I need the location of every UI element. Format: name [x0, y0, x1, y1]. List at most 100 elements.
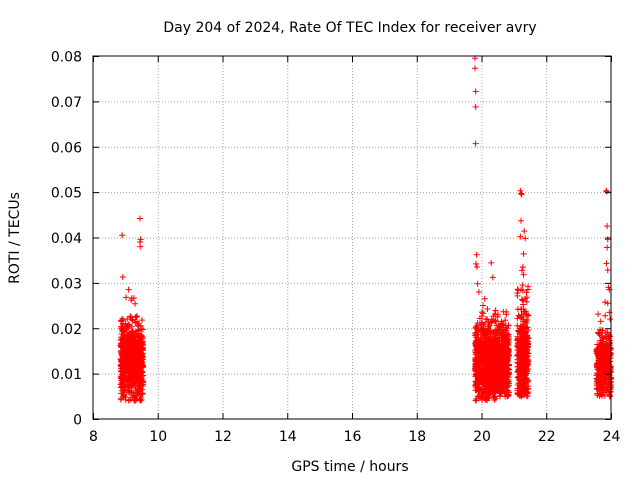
data-point	[602, 299, 609, 306]
data-point	[473, 251, 480, 258]
data-point	[476, 384, 483, 391]
data-point	[521, 228, 528, 235]
data-point	[480, 390, 487, 397]
data-point	[487, 328, 494, 335]
data-point	[131, 343, 138, 350]
data-point	[482, 316, 489, 323]
data-point	[500, 387, 507, 394]
data-point	[474, 280, 481, 287]
data-point	[488, 364, 495, 371]
data-point	[133, 396, 140, 403]
data-point	[136, 215, 143, 222]
data-point	[488, 259, 495, 266]
data-point	[479, 344, 486, 351]
data-point	[487, 361, 494, 368]
data-point	[129, 348, 136, 355]
data-point	[476, 337, 483, 344]
y-axis-label: ROTI / TECUs	[7, 192, 23, 284]
data-point	[132, 368, 139, 375]
data-point	[519, 263, 526, 270]
data-point	[472, 88, 479, 95]
data-point	[117, 356, 124, 363]
data-point	[487, 333, 494, 340]
x-tick-label: 24	[603, 429, 621, 445]
y-tick-label: 0.03	[51, 276, 82, 292]
data-point	[482, 330, 489, 337]
data-point	[481, 295, 488, 302]
data-point	[129, 317, 136, 324]
data-point	[488, 372, 495, 379]
data-point	[122, 334, 129, 341]
x-tick-label: 18	[408, 429, 426, 445]
data-point	[490, 313, 497, 320]
data-point	[480, 302, 487, 309]
data-point	[132, 394, 139, 401]
data-point	[129, 376, 136, 383]
data-point	[595, 311, 602, 318]
data-point	[505, 382, 512, 389]
chart-title: Day 204 of 2024, Rate Of TEC Index for r…	[163, 20, 536, 36]
y-tick-label: 0.02	[51, 322, 82, 338]
data-point	[490, 337, 497, 344]
data-point	[473, 396, 480, 403]
data-point	[119, 232, 126, 239]
data-point	[497, 359, 504, 366]
data-point	[479, 326, 486, 333]
data-point	[604, 236, 611, 243]
data-point	[603, 260, 610, 267]
data-point	[133, 313, 140, 320]
data-point	[472, 359, 479, 366]
x-axis-label: GPS time / hours	[291, 459, 408, 475]
data-point	[491, 330, 498, 337]
data-point	[480, 356, 487, 363]
data-point	[496, 376, 503, 383]
data-point	[485, 319, 492, 326]
data-point	[500, 366, 507, 373]
data-point	[520, 250, 527, 257]
data-point	[472, 332, 479, 339]
data-point	[118, 343, 125, 350]
data-point	[505, 372, 512, 379]
y-tick-labels: 0 0.01 0.02 0.03 0.04 0.05 0.06 0.07 0.08	[51, 50, 82, 429]
data-point	[479, 310, 486, 317]
data-point	[514, 292, 521, 299]
data-point	[138, 347, 145, 354]
data-point	[117, 381, 124, 388]
x-tick-label: 22	[538, 429, 556, 445]
data-point	[472, 103, 479, 110]
data-point	[477, 359, 484, 366]
data-point	[478, 327, 485, 334]
data-point	[497, 350, 504, 357]
data-point	[505, 322, 512, 329]
data-point	[483, 384, 490, 391]
data-point	[119, 351, 126, 358]
data-point	[489, 274, 496, 281]
data-point	[478, 321, 485, 328]
data-point	[475, 288, 482, 295]
data-point	[494, 342, 501, 349]
data-point	[604, 300, 611, 307]
data-point	[503, 330, 510, 337]
data-point	[504, 325, 511, 332]
y-tick-label: 0.08	[51, 50, 82, 66]
data-point	[504, 358, 511, 365]
data-point	[503, 311, 510, 318]
data-point	[136, 380, 143, 387]
data-point	[134, 376, 141, 383]
data-point	[505, 371, 512, 378]
data-point	[474, 320, 481, 327]
y-tick-label: 0.04	[51, 231, 82, 247]
data-point	[517, 190, 524, 197]
y-tick-label: 0.05	[51, 186, 82, 202]
data-point	[130, 343, 137, 350]
data-point	[474, 363, 481, 370]
data-point	[505, 352, 512, 359]
data-point	[502, 351, 509, 358]
data-point	[498, 371, 505, 378]
data-point	[476, 315, 483, 322]
data-point	[132, 328, 139, 335]
data-point	[495, 380, 502, 387]
data-point	[474, 375, 481, 382]
data-point	[472, 65, 479, 72]
